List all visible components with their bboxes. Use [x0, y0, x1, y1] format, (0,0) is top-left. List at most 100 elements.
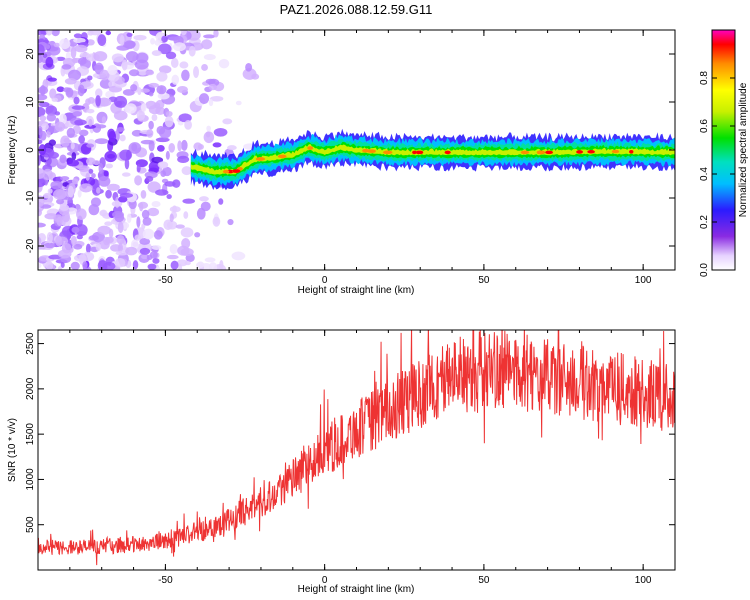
- snr-ytick-label: 2000: [25, 377, 36, 400]
- noise-blob: [98, 162, 104, 174]
- snr-series-line: [38, 330, 675, 566]
- colorbar-tick-label: 0.0: [699, 263, 710, 277]
- noise-blob: [79, 183, 93, 193]
- noise-blob: [38, 86, 49, 95]
- noise-blob: [71, 226, 80, 234]
- noise-blob: [164, 181, 176, 187]
- noise-blob: [65, 87, 74, 98]
- noise-blob: [98, 175, 111, 187]
- noise-blob: [87, 97, 95, 104]
- noise-blob: [152, 258, 160, 264]
- noise-blob: [61, 64, 72, 70]
- noise-blob: [184, 119, 192, 130]
- noise-blob: [170, 57, 179, 68]
- noise-blob: [188, 45, 196, 57]
- noise-blob: [121, 59, 128, 71]
- noise-blob: [50, 180, 63, 190]
- noise-blob: [47, 77, 57, 82]
- noise-blob: [45, 30, 53, 36]
- noise-blob: [42, 53, 48, 58]
- ridge-hotspot: [222, 169, 230, 174]
- noise-blob: [245, 62, 253, 72]
- noise-blob: [178, 263, 183, 270]
- noise-blob: [168, 142, 176, 153]
- noise-blob: [38, 168, 46, 180]
- noise-blob: [77, 189, 82, 198]
- snr-ytick-label: 1000: [25, 468, 36, 491]
- noise-blob: [45, 56, 54, 68]
- noise-blob: [59, 113, 67, 125]
- noise-blob: [166, 194, 172, 200]
- ridge-hotspot: [444, 150, 451, 155]
- noise-blob: [153, 230, 163, 240]
- noise-blob: [79, 52, 90, 58]
- noise-blob: [57, 266, 63, 270]
- noise-blob: [74, 44, 88, 53]
- noise-blob: [142, 228, 155, 240]
- noise-blob: [151, 50, 162, 56]
- ridge-hotspot: [307, 146, 313, 150]
- noise-blob: [212, 142, 222, 148]
- noise-blob: [77, 84, 85, 97]
- noise-blob: [71, 178, 79, 185]
- noise-blob: [43, 242, 56, 249]
- noise-blob: [203, 34, 216, 39]
- noise-blob: [128, 142, 142, 154]
- figure-title: PAZ1.2026.088.12.59.G11: [280, 2, 433, 17]
- noise-blob: [93, 51, 108, 62]
- ridge-hotspot: [277, 154, 287, 159]
- noise-blob: [156, 85, 167, 95]
- noise-blob: [38, 244, 47, 250]
- noise-blob: [194, 232, 201, 238]
- noise-blob: [56, 198, 65, 205]
- noise-blob: [91, 173, 96, 179]
- noise-blob: [177, 155, 190, 164]
- colorbar: 0.0 0.2 0.4 0.6 0.8 Normalized spectral ampl…: [699, 29, 749, 277]
- noise-blob: [99, 209, 108, 217]
- noise-blob: [52, 189, 67, 200]
- noise-blob: [87, 30, 94, 36]
- noise-blob: [175, 224, 185, 229]
- noise-blob: [208, 98, 214, 107]
- noise-blob: [213, 30, 219, 38]
- noise-blob: [107, 64, 118, 76]
- noise-blob: [204, 257, 216, 263]
- noise-blob: [55, 235, 63, 247]
- noise-blob: [158, 126, 172, 139]
- noise-blob: [60, 135, 70, 148]
- noise-blob: [176, 85, 188, 94]
- spectrogram-ytick-label: -20: [25, 238, 36, 253]
- noise-blob: [51, 30, 60, 37]
- noise-blob: [116, 127, 125, 132]
- noise-blob: [119, 192, 134, 198]
- noise-blob: [57, 249, 72, 259]
- noise-blob: [161, 35, 168, 43]
- noise-blob: [38, 94, 48, 101]
- noise-blob: [105, 90, 115, 99]
- ridge-hotspot: [576, 150, 583, 154]
- noise-blob: [203, 131, 215, 144]
- noise-blob: [87, 75, 93, 81]
- snr-ytick-label: 2500: [25, 332, 36, 355]
- noise-blob: [73, 243, 83, 250]
- noise-blob: [42, 168, 53, 181]
- noise-blob: [140, 88, 150, 93]
- noise-blob: [72, 111, 82, 117]
- spectrogram-ytick-label: -10: [25, 190, 36, 205]
- noise-blob: [107, 153, 116, 159]
- colorbar-tick-label: 0.6: [699, 119, 710, 133]
- noise-blob: [177, 140, 182, 152]
- noise-blob: [251, 73, 260, 80]
- noise-blob: [45, 44, 51, 50]
- noise-blob: [121, 172, 131, 177]
- noise-blob: [85, 157, 96, 166]
- noise-blob: [49, 88, 57, 100]
- noise-blob: [38, 236, 42, 246]
- noise-blob: [172, 205, 177, 213]
- noise-blob: [78, 135, 85, 144]
- noise-blob: [155, 106, 166, 115]
- ridge-hotspot: [545, 150, 554, 155]
- noise-blob: [53, 42, 61, 48]
- noise-blob: [41, 123, 49, 131]
